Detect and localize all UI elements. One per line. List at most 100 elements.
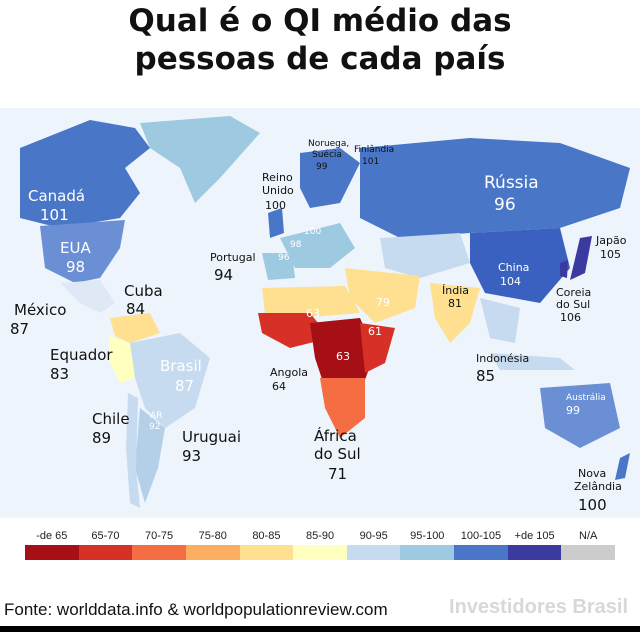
label-indonesia-value: 85 [476,367,496,385]
map-title: Qual é o QI médio das pessoas de cada pa… [0,0,640,78]
label-africa-61: 61 [368,325,382,338]
country-scandinavia [300,148,360,208]
country-uk [268,208,284,238]
country-china [470,228,570,303]
legend-swatch [561,545,616,560]
legend-label: 100-105 [460,530,502,542]
legend-label: 90-95 [359,530,388,542]
country-india [430,283,480,343]
label-india: Índia [442,284,469,297]
label-nz-value: 100 [578,496,607,514]
legend-label: -de 65 [36,530,68,542]
label-sweden-value: 99 [316,162,328,172]
label-sweden: Suécia [312,150,342,160]
legend-swatch [293,545,347,560]
country-new-zealand [615,453,630,480]
label-ecuador-value: 83 [50,365,70,383]
label-africa-63b: 63 [336,350,350,363]
region-east-africa [360,323,395,373]
label-korea-value: 106 [560,311,581,324]
label-uk: Reino [262,171,293,184]
label-portugal-value: 94 [214,266,234,284]
title-line-1: Qual é o QI médio das [128,3,512,39]
label-brazil-value: 87 [175,377,195,395]
label-usa-value: 98 [66,258,86,276]
label-china-value: 104 [500,275,521,288]
legend-swatch [25,545,79,560]
legend-label: 70-75 [145,530,174,542]
label-ecuador: Equador [50,346,113,364]
legend-swatch [78,545,133,560]
label-nz-2: Zelândia [574,480,622,493]
label-china: China [498,261,530,274]
country-mideast [345,268,420,323]
legend-label: 75-80 [198,530,227,542]
country-colombia-venezuela [110,313,160,343]
legend-label: 95-100 [410,530,445,542]
country-greenland [140,116,260,203]
label-europe-100: 100 [304,227,322,237]
label-indonesia: Indonésia [476,352,530,365]
label-cuba-value: 84 [126,300,146,318]
legend-swatch [185,545,240,560]
legend-swatch [400,545,455,560]
label-nz: Nova [578,467,607,480]
label-mideast-79: 79 [376,296,390,309]
label-portugal: Portugal [210,251,256,264]
legend-labels: -de 65 65-70 70-75 75-80 80-85 85-90 90-… [25,530,615,542]
legend-label: 65-70 [91,530,120,542]
country-canada [20,120,150,228]
label-australia-value: 99 [566,404,580,417]
label-uruguay: Uruguai [182,428,242,446]
region-southern-africa [320,378,365,438]
country-usa [40,220,125,283]
label-russia-value: 96 [494,195,516,215]
legend-label: +de 105 [514,530,555,542]
legend-swatch [239,545,294,560]
country-russia [360,138,630,238]
label-argentina-value: 92 [149,422,161,432]
country-brazil [130,333,210,428]
country-japan [570,236,592,280]
label-angola: Angola [270,366,309,379]
world-map [0,108,640,518]
label-mexico: México [14,301,67,319]
label-usa: EUA [60,239,91,257]
region-central-africa [310,318,375,393]
label-uk-value: 100 [265,199,286,212]
label-canada-value: 101 [40,206,69,224]
label-cuba: Cuba [124,282,163,300]
label-brazil: Brasil [160,357,202,375]
country-australia [540,383,620,448]
region-west-africa [258,313,330,348]
title-line-2: pessoas de cada país [134,41,506,77]
country-central-asia [380,233,470,278]
label-australia: Austrália [566,393,606,403]
country-western-europe [280,223,355,268]
label-angola-value: 64 [272,380,286,393]
country-iberia [262,253,295,280]
label-mexico-value: 87 [10,320,30,338]
label-south-africa-2: do Sul [314,445,361,463]
country-mexico [60,280,115,313]
legend-swatch [507,545,562,560]
label-russia: Rússia [484,173,539,193]
label-argentina: AR [150,411,163,421]
country-ecuador-peru [108,336,135,383]
source-text: Fonte: worlddata.info & worldpopulationr… [4,600,388,619]
label-chile-value: 89 [92,429,112,447]
label-south-africa-value: 71 [328,465,348,483]
legend-swatches [25,545,616,560]
label-india-value: 81 [448,297,462,310]
label-finland: Finlândia [354,145,395,155]
legend-swatch [132,545,186,560]
label-chile: Chile [92,410,130,428]
region-north-africa [262,286,360,318]
country-chile [126,393,140,508]
legend-swatch [454,545,508,560]
label-japan-value: 105 [600,248,621,261]
label-japan: Japão [596,234,627,247]
legend-label: 85-90 [305,530,335,542]
label-finland-value: 101 [362,157,380,167]
country-southeast-asia [480,298,520,343]
